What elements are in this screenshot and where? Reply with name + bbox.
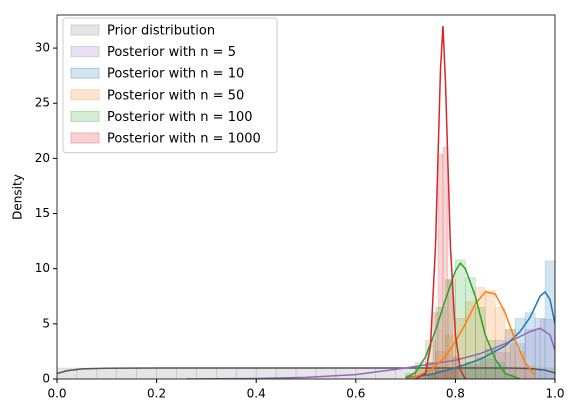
histogram-bar bbox=[96, 367, 118, 379]
histogram-bar bbox=[494, 362, 506, 379]
legend-swatch bbox=[70, 67, 100, 79]
histogram-bar bbox=[437, 153, 444, 379]
histogram-bar bbox=[514, 351, 526, 379]
kde-line bbox=[415, 25, 467, 379]
y-tick-label: 0 bbox=[42, 372, 50, 386]
kde-line bbox=[405, 290, 555, 379]
histogram-bar bbox=[235, 367, 257, 379]
y-tick-label: 30 bbox=[35, 41, 50, 55]
histogram-bar bbox=[435, 307, 446, 379]
histogram-bar bbox=[524, 365, 536, 379]
histogram-bar bbox=[494, 352, 511, 379]
legend-swatch bbox=[70, 89, 100, 101]
legend-swatch bbox=[70, 46, 100, 58]
x-tick-label: 0.8 bbox=[446, 387, 465, 401]
x-tick-label: 0.6 bbox=[346, 387, 365, 401]
x-tick-label: 0.0 bbox=[47, 387, 66, 401]
histogram-bar bbox=[504, 329, 516, 379]
legend-box bbox=[62, 17, 278, 154]
x-tick-label: 0.4 bbox=[247, 387, 266, 401]
kde-line bbox=[405, 291, 536, 379]
histogram-bar bbox=[196, 367, 217, 379]
histogram-bar bbox=[216, 367, 237, 379]
y-tick-label: 25 bbox=[35, 96, 50, 110]
legend-label: Posterior with n = 1000 bbox=[107, 132, 261, 147]
histogram-bar bbox=[156, 367, 177, 379]
histogram-bar bbox=[335, 367, 357, 379]
legend-label: Posterior with n = 10 bbox=[107, 67, 244, 82]
histogram-bar bbox=[447, 279, 454, 379]
legend-swatch bbox=[70, 132, 100, 144]
y-tick-label: 10 bbox=[35, 261, 50, 275]
y-tick-label: 20 bbox=[35, 151, 50, 165]
x-tick-label: 0.2 bbox=[147, 387, 166, 401]
axes-frame bbox=[56, 14, 556, 380]
legend-swatch bbox=[70, 110, 100, 122]
legend: Prior distribution Posterior with n = 5 Po… bbox=[62, 17, 278, 154]
histogram-bar bbox=[136, 367, 157, 379]
y-tick-label: 5 bbox=[42, 316, 50, 330]
y-axis-label: Density bbox=[11, 174, 25, 220]
histogram-bar bbox=[514, 318, 526, 379]
histogram-bar bbox=[465, 277, 476, 379]
plot-area bbox=[57, 25, 555, 379]
histogram-bar bbox=[534, 318, 546, 379]
legend-label: Posterior with n = 5 bbox=[107, 45, 236, 60]
legend-label: Posterior with n = 50 bbox=[107, 88, 244, 103]
histogram-bar bbox=[455, 318, 466, 379]
kde-line bbox=[186, 327, 555, 379]
histogram-bar bbox=[455, 259, 466, 379]
histogram-bar bbox=[176, 367, 197, 379]
x-tick-label: 1.0 bbox=[545, 387, 564, 401]
histogram-bar bbox=[442, 147, 449, 379]
histogram-bar bbox=[504, 329, 516, 379]
legend-label: Prior distribution bbox=[107, 24, 215, 39]
y-tick-label: 15 bbox=[35, 206, 50, 220]
legend-swatch bbox=[70, 24, 100, 36]
kde-line bbox=[405, 261, 521, 379]
histogram-bar bbox=[475, 307, 486, 379]
histogram-bar bbox=[116, 367, 137, 379]
kde-line bbox=[57, 367, 555, 375]
legend-label: Posterior with n = 100 bbox=[107, 110, 253, 125]
histogram-bar bbox=[425, 373, 436, 379]
